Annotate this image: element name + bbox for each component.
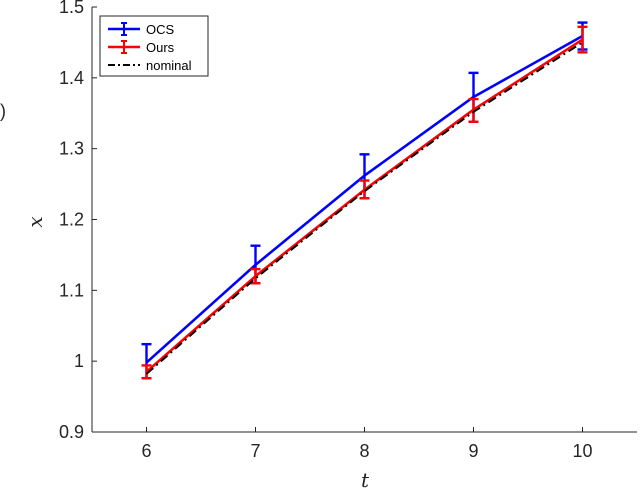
legend-item: OCS <box>108 22 175 37</box>
y-tick-label: 1.1 <box>59 280 84 300</box>
x-tick-label: 10 <box>572 441 592 461</box>
plot-background <box>92 7 637 432</box>
series-line <box>145 41 584 375</box>
y-axis-label: x <box>23 216 47 227</box>
y-tick-label: 1.3 <box>59 139 84 159</box>
legend-label: OCS <box>146 22 175 37</box>
y-tick-label: 1.2 <box>59 210 84 230</box>
series-layer <box>141 21 588 380</box>
y-tick-label: 1.5 <box>59 0 84 17</box>
axes-layer: 6 7 8 9 10 0.9 1 1.1 1.2 1.3 1.4 1.5 <box>59 0 637 461</box>
series-nominal <box>145 41 584 375</box>
x-tick-label: 7 <box>250 441 260 461</box>
series-Ours <box>141 25 588 380</box>
y-tick-label: 1 <box>74 351 84 371</box>
x-tick-label: 9 <box>468 441 478 461</box>
legend-item: Ours <box>108 40 175 55</box>
y-tick-label: 1.4 <box>59 68 84 88</box>
x-axis-label: t <box>361 468 370 491</box>
x-tick-label: 8 <box>359 441 369 461</box>
legend: OCS Ours nominal <box>99 15 209 77</box>
edge-glyph: ) <box>0 101 6 121</box>
legend-label: Ours <box>146 40 175 55</box>
x-tick-label: 6 <box>141 441 151 461</box>
y-tick-label: 0.9 <box>59 422 84 442</box>
plot-area <box>92 7 637 432</box>
legend-item: nominal <box>108 58 192 73</box>
legend-label: nominal <box>146 58 192 73</box>
